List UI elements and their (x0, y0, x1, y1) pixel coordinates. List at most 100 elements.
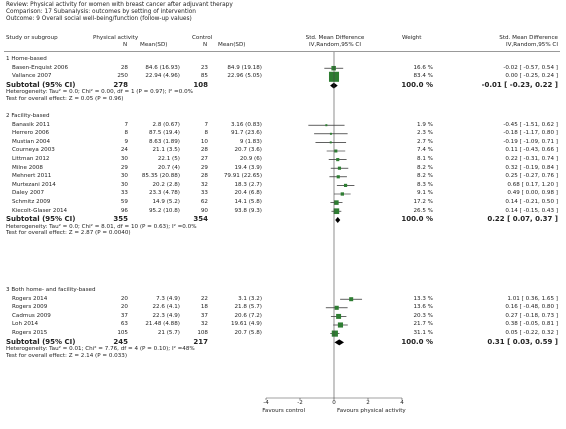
study-mean-control: 20.9 (6) (239, 156, 262, 162)
study-n-control: 28 (200, 173, 208, 180)
favours-pa-label: Favours physical activity (337, 408, 406, 414)
study-weight: 8.1 % (417, 156, 433, 162)
outcome-title: Outcome: 9 Overall social well-being/fun… (6, 16, 192, 22)
subtotal-n-pa: 278 (113, 80, 128, 89)
study-n-pa: 29 (120, 164, 128, 171)
study-weight: 1.9 % (417, 121, 433, 128)
study-mean-control: 79.91 (22.65) (223, 173, 262, 180)
study-n-pa: 30 (120, 173, 128, 180)
study-mean-control: 20.7 (5.8) (234, 330, 263, 336)
study-ci: 0.14 [ -0.21, 0.50 ] (505, 199, 558, 205)
study-n-pa: 28 (120, 64, 128, 71)
study-weight: 8.2 % (417, 173, 433, 180)
col-pa-n: N (123, 42, 128, 48)
effect-box (334, 200, 339, 205)
study-mean-control: 3.1 (3.2) (238, 295, 262, 302)
effect-box (337, 322, 344, 328)
study-ci: 0.22 [ -0.31, 0.74 ] (505, 156, 558, 162)
study-n-pa: 8 (124, 130, 128, 137)
overall-effect-text: Test for overall effect: Z = 0.05 (P = 0… (6, 95, 124, 102)
study-n-control: 32 (200, 321, 208, 328)
subtotal-label: Subtotal (95% CI) (6, 80, 76, 89)
study-mean-pa: 21.48 (4.88) (145, 321, 180, 328)
study-name: Daley 2007 (12, 190, 45, 197)
study-n-control: 108 (197, 330, 208, 336)
study-n-pa: 96 (120, 207, 128, 214)
study-n-pa: 7 (124, 121, 128, 128)
study-ci: 0.27 [ -0.18, 0.73 ] (505, 312, 558, 319)
study-mean-pa: 7.3 (4.9) (156, 295, 180, 302)
effect-box (331, 330, 338, 337)
study-n-pa: 63 (120, 321, 128, 328)
study-n-pa: 250 (117, 73, 128, 80)
study-name: Courneya 2003 (12, 147, 55, 154)
study-ci: 0.38 [ -0.05, 0.81 ] (505, 321, 558, 328)
study-mean-pa: 22.94 (4.96) (145, 73, 180, 80)
study-ci: 0.25 [ -0.27, 0.76 ] (505, 173, 558, 180)
subtotal-n-pa: 245 (113, 337, 128, 346)
study-ci: 0.11 [ -0.43, 0.66 ] (505, 147, 558, 154)
effect-box (340, 192, 344, 196)
study-ci: -0.45 [ -1.51, 0.62 ] (503, 121, 558, 128)
comparison-title: Comparison: 17 Subanalysis: outcomes by … (6, 9, 196, 15)
col-pa-mean: Mean(SD) (140, 42, 168, 48)
overall-effect-text: Test for overall effect: Z = 2.14 (P = 0… (6, 352, 128, 359)
study-name: Milne 2008 (12, 164, 43, 171)
study-name: Vallance 2007 (12, 73, 52, 80)
study-mean-control: 20.7 (3.6) (234, 147, 263, 154)
subtotal-n-control: 108 (193, 80, 208, 89)
study-weight: 13.6 % (413, 304, 433, 311)
study-mean-pa: 21.1 (3.5) (152, 147, 181, 154)
study-ci: 0.32 [ -0.19, 0.84 ] (505, 164, 558, 171)
col-smd-header: Std. Mean Difference (305, 35, 365, 41)
study-mean-pa: 8.63 (1.89) (148, 138, 180, 145)
col-control-header: Control (192, 35, 213, 41)
effect-box (334, 305, 339, 310)
study-name: Loh 2014 (12, 321, 38, 328)
study-n-pa: 30 (120, 156, 128, 162)
study-n-control: 10 (200, 138, 208, 145)
study-n-pa: 30 (120, 181, 128, 188)
study-n-pa: 33 (120, 190, 128, 197)
col-pa-header: Physical activity (93, 35, 139, 41)
subtotal-n-pa: 355 (113, 215, 128, 224)
study-n-control: 85 (200, 73, 208, 80)
subtotal-diamond (335, 217, 341, 223)
effect-box (334, 149, 338, 153)
study-mean-pa: 20.7 (4) (157, 164, 180, 171)
overall-effect-text: Test for overall effect: Z = 2.87 (P = 0… (6, 230, 131, 237)
study-n-control: 18 (200, 304, 208, 311)
study-weight: 16.6 % (413, 64, 433, 71)
effect-box (336, 175, 340, 179)
effect-box (336, 158, 340, 162)
study-ci: -0.02 [ -0.57, 0.54 ] (503, 64, 558, 71)
study-ci: 0.49 [ 0.00, 0.98 ] (507, 190, 558, 197)
study-n-control: 32 (200, 181, 208, 188)
study-mean-pa: 95.2 (10.8) (148, 207, 180, 214)
effect-box (349, 297, 354, 302)
col-smd2-method: IV,Random,95% CI (506, 42, 558, 48)
study-name: Mehnert 2011 (12, 173, 52, 180)
x-tick-label: 2 (366, 400, 370, 406)
study-name: Murtezani 2014 (12, 181, 56, 188)
study-mean-control: 9 (1.83) (239, 138, 262, 145)
effect-box (343, 183, 348, 187)
study-weight: 2.7 % (417, 138, 433, 145)
study-mean-pa: 84.6 (16.93) (145, 64, 180, 71)
study-ci: 1.01 [ 0.36, 1.65 ] (507, 295, 558, 302)
study-mean-control: 91.7 (23.6) (230, 130, 262, 137)
study-mean-control: 84.9 (19.18) (227, 64, 262, 71)
heterogeneity-text: Heterogeneity: Tau² = 0.01; Chi² = 7.76,… (6, 346, 195, 353)
heterogeneity-text: Heterogeneity: Tau² = 0.0; Chi² = 8.01, … (6, 223, 197, 230)
study-name: Cadmus 2009 (12, 312, 51, 319)
subgroup-title: 1 Home-based (6, 56, 47, 62)
study-n-pa: 20 (120, 295, 128, 302)
study-mean-control: 20.4 (6.8) (234, 190, 263, 197)
study-weight: 31.1 % (413, 330, 433, 336)
study-mean-control: 20.6 (7.2) (234, 312, 263, 319)
subtotal-weight: 100.0 % (401, 80, 433, 89)
study-name: Schmitz 2009 (12, 199, 51, 205)
study-ci: 0.05 [ -0.22, 0.32 ] (505, 330, 558, 336)
study-ci: 0.16 [ -0.48, 0.80 ] (505, 304, 558, 311)
